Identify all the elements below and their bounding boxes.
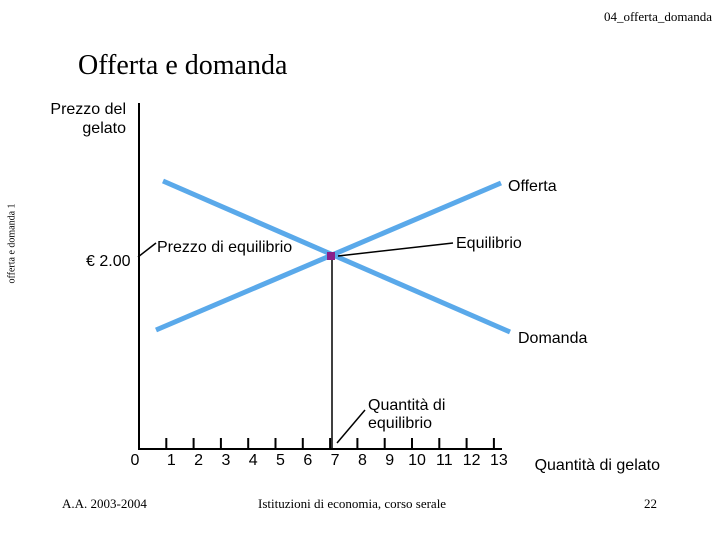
slide-title: Offerta e domanda [78, 50, 288, 81]
x-tick-label: 0 [130, 452, 140, 469]
x-tick-label: 10 [408, 452, 426, 469]
x-tick-label: 3 [221, 452, 231, 469]
equilibrium-leader-line [337, 242, 454, 257]
x-axis-ticks [165, 438, 495, 449]
price-leader-line [137, 242, 157, 258]
demand-curve [162, 178, 511, 335]
page-number: 22 [644, 496, 657, 511]
price-value-label: € 2.00 [86, 253, 131, 270]
equilibrium-point [327, 252, 335, 260]
equilibrium-quantity-label: Quantità di equilibrio [368, 397, 446, 432]
x-tick-label: 4 [248, 452, 258, 469]
x-tick-label: 8 [357, 452, 367, 469]
footer-course: Istituzioni di economia, corso serale [258, 496, 447, 511]
x-tick-label: 9 [385, 452, 395, 469]
x-tick-label: 13 [489, 452, 508, 469]
x-tick-label: 2 [194, 452, 204, 469]
x-tick-label: 1 [166, 452, 176, 469]
x-tick-label: 7 [330, 452, 340, 469]
equilibrium-label: Equilibrio [456, 235, 522, 252]
footer-year: A.A. 2003-2004 [62, 496, 147, 511]
supply-label: Offerta [508, 178, 557, 195]
y-axis-label: Prezzo del gelato [50, 101, 126, 137]
x-tick-label: 12 [462, 452, 481, 469]
x-tick-label: 11 [435, 452, 453, 469]
quantity-leader-line [336, 409, 366, 444]
header-tag: 04_offerta_domanda [603, 9, 712, 24]
x-axis-label: Quantità di gelato [534, 457, 660, 474]
x-tick-label: 6 [303, 452, 313, 469]
equilibrium-price-label: Prezzo di equilibrio [157, 239, 293, 256]
x-tick-label: 5 [276, 452, 285, 469]
demand-label: Domanda [518, 330, 588, 347]
